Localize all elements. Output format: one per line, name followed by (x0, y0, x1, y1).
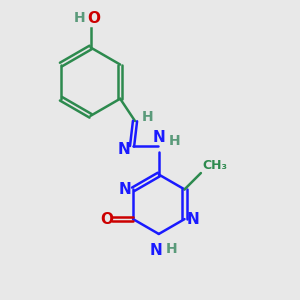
Text: N: N (149, 244, 162, 259)
Text: O: O (88, 11, 100, 26)
Text: H: H (142, 110, 153, 124)
Text: CH₃: CH₃ (202, 158, 227, 172)
Text: N: N (152, 130, 165, 145)
Text: H: H (74, 11, 85, 25)
Text: N: N (187, 212, 199, 226)
Text: O: O (100, 212, 113, 226)
Text: N: N (117, 142, 130, 157)
Text: N: N (118, 182, 131, 197)
Text: H: H (166, 242, 178, 256)
Text: H: H (169, 134, 181, 148)
